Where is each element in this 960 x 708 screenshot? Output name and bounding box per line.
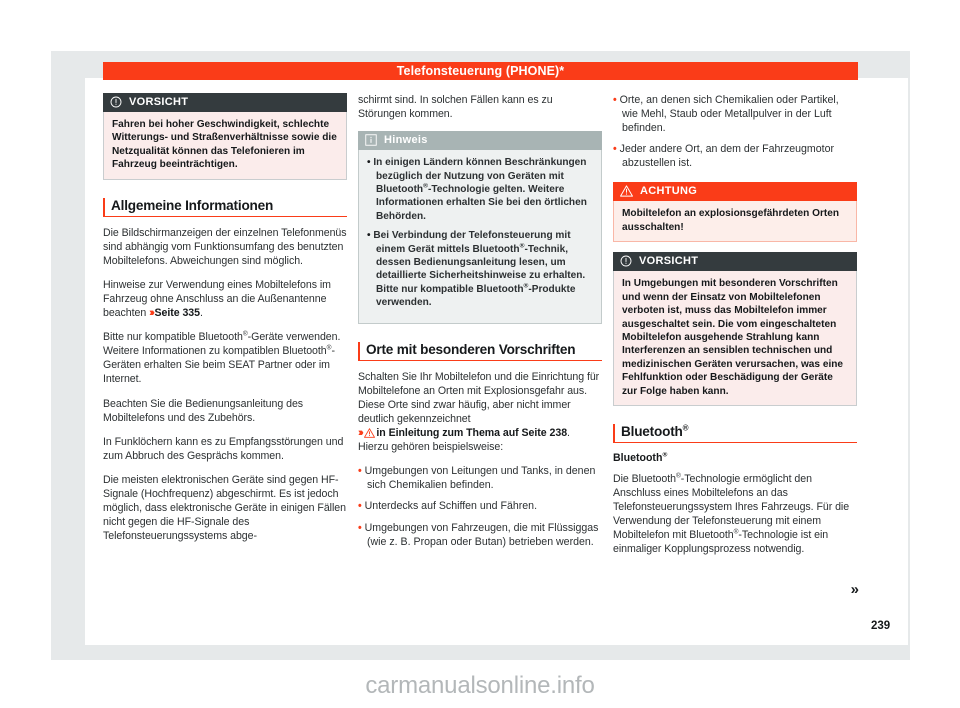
- bullet-text-mid: -Technik, dessen Bedienungsanleitung les…: [376, 243, 586, 295]
- callout-vorsicht-right: VORSICHT In Umgebungen mit besonderen Vo…: [613, 252, 857, 406]
- registered-mark: ®: [523, 282, 529, 290]
- list-item: • Umgebungen von Fahrzeugen, die mit Flü…: [358, 521, 602, 549]
- registered-mark: ®: [326, 344, 332, 352]
- callout-title: VORSICHT: [639, 255, 699, 268]
- cross-reference[interactable]: ››› in Einleitung zum Thema auf Seite 238: [358, 427, 567, 439]
- paragraph-text: -Technologie ermöglicht den Anschluss ei…: [613, 472, 850, 542]
- callout-vorsicht-left: VORSICHT Fahren bei hoher Geschwindigkei…: [103, 93, 347, 180]
- callout-header: VORSICHT: [103, 93, 347, 112]
- callout-text: Mobiltelefon an explosionsgefährdeten Or…: [622, 208, 840, 233]
- bullet-dot-icon: •: [613, 94, 620, 106]
- callout-body: In Umgebungen mit besonderen Vorschrifte…: [613, 271, 857, 406]
- bullet-dot-icon: •: [358, 521, 365, 534]
- cross-reference[interactable]: ››› Seite 335: [149, 307, 200, 319]
- paragraph-text: -Geräten erhalten Sie beim SEAT Partner …: [103, 345, 335, 386]
- list-item-text: Umgebungen von Leitungen und Tanks, in d…: [364, 465, 596, 492]
- paragraph: Die meisten elektronischen Geräte sind g…: [103, 473, 346, 543]
- bullet-dot-icon: •: [613, 143, 620, 156]
- section-heading-allgemeine-informationen: Allgemeine Informationen: [103, 197, 347, 217]
- subheading-label: Bluetooth: [613, 451, 663, 464]
- bullet-dot-icon: •: [358, 500, 365, 513]
- callout-achtung: ACHTUNG Mobiltelefon an explosionsgefähr…: [613, 182, 857, 243]
- bullet-text: In einigen Ländern können Beschränkungen…: [373, 157, 587, 195]
- list-item: • Orte, an denen sich Chemikalien oder P…: [613, 93, 857, 135]
- chevron-right-icon: ›››: [149, 307, 155, 320]
- callout-header: Hinweis: [358, 131, 602, 151]
- callout-hinweis: Hinweis • In einigen Ländern können Besc…: [358, 131, 602, 324]
- list-item-text: Jeder andere Ort, an dem der Fahrzeugmot…: [619, 143, 834, 170]
- registered-mark: ®: [682, 423, 689, 433]
- bullet-dot-icon: •: [367, 157, 374, 169]
- list-item-text: Orte, an denen sich Chemikalien oder Par…: [619, 94, 839, 135]
- section-heading-label: Bluetooth: [621, 423, 683, 439]
- paragraph-bluetooth-description: Die Bluetooth®-Technologie ermöglicht de…: [613, 472, 857, 557]
- registered-mark: ®: [662, 451, 668, 459]
- warning-triangle-icon: [620, 185, 633, 198]
- warning-circle-icon: [620, 255, 632, 267]
- paragraph: In Funklöchern kann es zu Empfangsstörun…: [103, 435, 344, 462]
- registered-mark: ®: [675, 472, 681, 480]
- callout-body: Fahren bei hoher Geschwindigkeit, schlec…: [103, 112, 347, 180]
- registered-mark: ®: [423, 182, 428, 190]
- paragraph-bluetooth-compat: Bitte nur kompatible Bluetooth®-Geräte v…: [103, 330, 347, 386]
- registered-mark: ®: [242, 330, 248, 338]
- paragraph-text-tail: . Hierzu gehören beispielsweise:: [358, 427, 570, 454]
- paragraph-intro-with-reference: Schalten Sie Ihr Mobiltelefon und die Ei…: [358, 370, 602, 455]
- callout-header: ACHTUNG: [613, 182, 857, 202]
- warning-triangle-icon: [363, 428, 376, 438]
- column-right: • Orte, an denen sich Chemikalien oder P…: [613, 93, 859, 633]
- callout-title: ACHTUNG: [640, 185, 698, 198]
- info-square-icon: [365, 134, 377, 146]
- registered-mark: ®: [519, 242, 525, 250]
- callout-title: Hinweis: [384, 134, 428, 147]
- subheading-bluetooth: Bluetooth®: [613, 452, 857, 464]
- paragraph-continued: schirmt sind. In solchen Fällen kann es …: [358, 94, 553, 121]
- bullet-dot-icon: •: [367, 230, 374, 242]
- callout-title: VORSICHT: [129, 96, 189, 108]
- paragraph-text: -Geräte verwenden. Weitere Informationen…: [103, 331, 341, 358]
- paragraph-text-tail: .: [199, 307, 203, 320]
- column-grid: VORSICHT Fahren bei hoher Geschwindigkei…: [103, 93, 859, 633]
- paragraph-text: Hinweise zur Verwendung eines Mobiltelef…: [103, 278, 331, 320]
- chevron-right-icon: ›››: [358, 427, 364, 440]
- list-item: • Umgebungen von Leitungen und Tanks, in…: [358, 464, 602, 492]
- bullet-text-tail: -Technologie gelten. Weitere Information…: [376, 184, 587, 222]
- watermark: carmanualsonline.info: [365, 672, 595, 699]
- paragraph-text: Die Bluetooth: [613, 472, 676, 485]
- callout-header: VORSICHT: [613, 252, 857, 272]
- paragraph-text: Bitte nur kompatible Bluetooth: [103, 331, 243, 344]
- registered-mark: ®: [733, 528, 739, 536]
- paragraph-text: Schalten Sie Ihr Mobiltelefon und die Ei…: [358, 370, 600, 425]
- column-middle: schirmt sind. In solchen Fällen kann es …: [358, 93, 602, 633]
- continuation-arrow-icon: »: [850, 581, 859, 598]
- callout-text: Fahren bei hoher Geschwindigkeit, schlec…: [112, 119, 337, 171]
- callout-body: Mobiltelefon an explosionsgefährdeten Or…: [613, 201, 857, 243]
- callout-bullet: • Bei Verbindung der Telefonsteuerung mi…: [367, 229, 593, 309]
- callout-body: • In einigen Ländern können Beschränkung…: [358, 150, 602, 324]
- paragraph-text: -Technologie ist ein einmaliger Kopplung…: [613, 529, 829, 556]
- section-heading-bluetooth: Bluetooth®: [613, 424, 857, 443]
- list-item-text: Unterdecks auf Schiffen und Fähren.: [364, 500, 538, 513]
- cross-reference-label: in Einleitung zum Thema auf Seite 238: [376, 427, 568, 440]
- callout-text: In Umgebungen mit besonderen Vorschrifte…: [622, 278, 844, 397]
- running-head-title: Telefonsteuerung (PHONE)*: [396, 64, 565, 78]
- list-item: • Unterdecks auf Schiffen und Fähren.: [358, 499, 602, 513]
- paragraph: Beachten Sie die Bedienungsanleitung des…: [103, 397, 304, 424]
- bullet-text-tail: -Produkte verwenden.: [376, 283, 576, 309]
- paragraph-antenna-reference: Hinweise zur Verwendung eines Mobiltelef…: [103, 278, 347, 320]
- bullet-dot-icon: •: [358, 465, 365, 478]
- column-left: VORSICHT Fahren bei hoher Geschwindigkei…: [103, 93, 347, 633]
- cross-reference-label: Seite 335: [154, 307, 200, 320]
- list-item: • Jeder andere Ort, an dem der Fahrzeugm…: [613, 142, 857, 170]
- section-heading-orte-mit-besonderen-vorschriften: Orte mit besonderen Vorschriften: [358, 341, 602, 361]
- list-item-text: Umgebungen von Fahrzeugen, die mit Flüss…: [364, 521, 599, 548]
- page-number: 239: [871, 620, 891, 632]
- paragraph: Die Bildschirmanzeigen der einzelnen Tel…: [103, 226, 347, 267]
- running-head: Telefonsteuerung (PHONE)*: [103, 62, 858, 80]
- bullet-text: Bei Verbindung der Telefonsteuerung mit …: [373, 230, 571, 255]
- callout-bullet: • In einigen Ländern können Beschränkung…: [367, 156, 593, 223]
- warning-circle-icon: [110, 96, 122, 108]
